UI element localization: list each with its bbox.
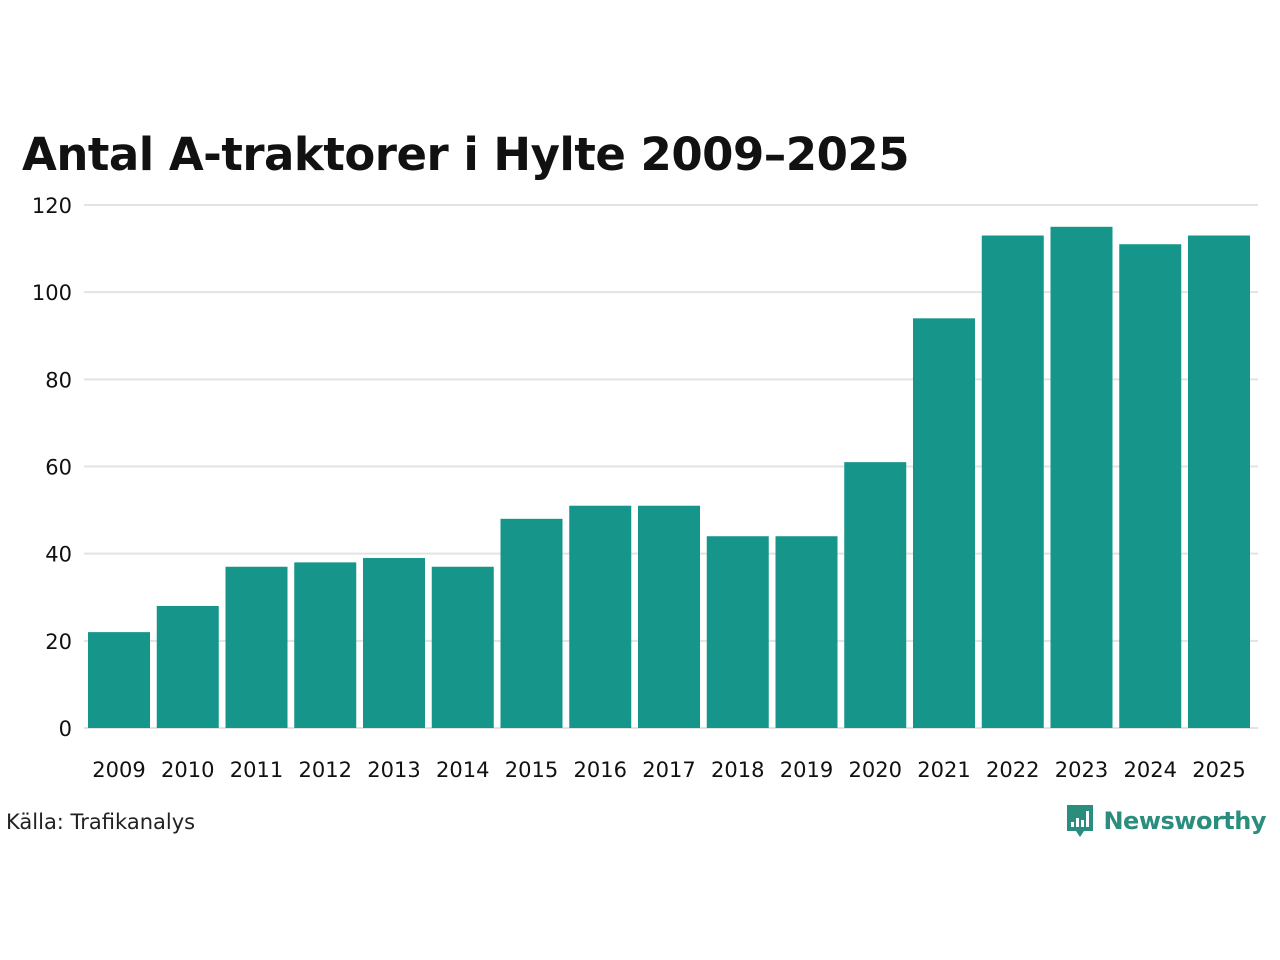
x-tick-label: 2023	[1055, 758, 1108, 782]
x-tick-label: 2017	[642, 758, 695, 782]
x-tick-label: 2022	[986, 758, 1039, 782]
x-tick-label: 2020	[849, 758, 902, 782]
brand-logo: Newsworthy	[1065, 803, 1266, 839]
x-tick-label: 2016	[574, 758, 627, 782]
bar-2021	[913, 318, 975, 728]
bar-2012	[294, 562, 357, 728]
bar-2015	[500, 518, 563, 728]
bar-2020	[844, 462, 907, 728]
bar-2022	[981, 235, 1044, 728]
bar-2016	[569, 505, 632, 728]
y-tick-label: 80	[45, 368, 72, 392]
y-axis-tick-labels: 0 20 40 60 80 100 120	[32, 194, 72, 741]
y-tick-label: 20	[45, 630, 72, 654]
x-tick-label: 2019	[780, 758, 833, 782]
x-tick-label: 2025	[1192, 758, 1245, 782]
x-tick-label: 2024	[1124, 758, 1177, 782]
bar-2010	[156, 605, 219, 728]
bars	[88, 226, 1250, 728]
bar-chart-speech-bubble-icon	[1067, 805, 1094, 837]
chart-title: Antal A-traktorer i Hylte 2009–2025	[22, 128, 910, 181]
y-tick-label: 120	[32, 194, 72, 218]
bar-2018	[706, 536, 769, 728]
bar-2011	[225, 566, 288, 728]
x-tick-label: 2011	[230, 758, 283, 782]
x-tick-label: 2009	[92, 758, 145, 782]
bar-2019	[775, 536, 838, 728]
y-tick-label: 0	[59, 717, 72, 741]
bar-2009	[88, 632, 150, 728]
bar-2014	[431, 566, 494, 728]
x-tick-label: 2015	[505, 758, 558, 782]
y-tick-label: 60	[45, 456, 72, 480]
x-tick-label: 2018	[711, 758, 764, 782]
bar-2023	[1050, 226, 1113, 728]
x-tick-label: 2021	[917, 758, 970, 782]
y-tick-label: 40	[45, 543, 72, 567]
brand-name: Newsworthy	[1103, 807, 1266, 835]
bar-2024	[1119, 244, 1182, 728]
bar-2013	[363, 558, 425, 728]
x-tick-label: 2014	[436, 758, 489, 782]
source-note: Källa: Trafikanalys	[6, 810, 196, 834]
bar-2025	[1188, 235, 1250, 728]
x-tick-label: 2012	[299, 758, 352, 782]
x-tick-label: 2010	[161, 758, 214, 782]
bar-2017	[638, 505, 700, 728]
x-tick-label: 2013	[367, 758, 420, 782]
x-axis-tick-labels: 2009 2010 2011 2012 2013 2014 2015 2016 2017 2018…	[92, 758, 1245, 782]
y-tick-label: 100	[32, 281, 72, 305]
